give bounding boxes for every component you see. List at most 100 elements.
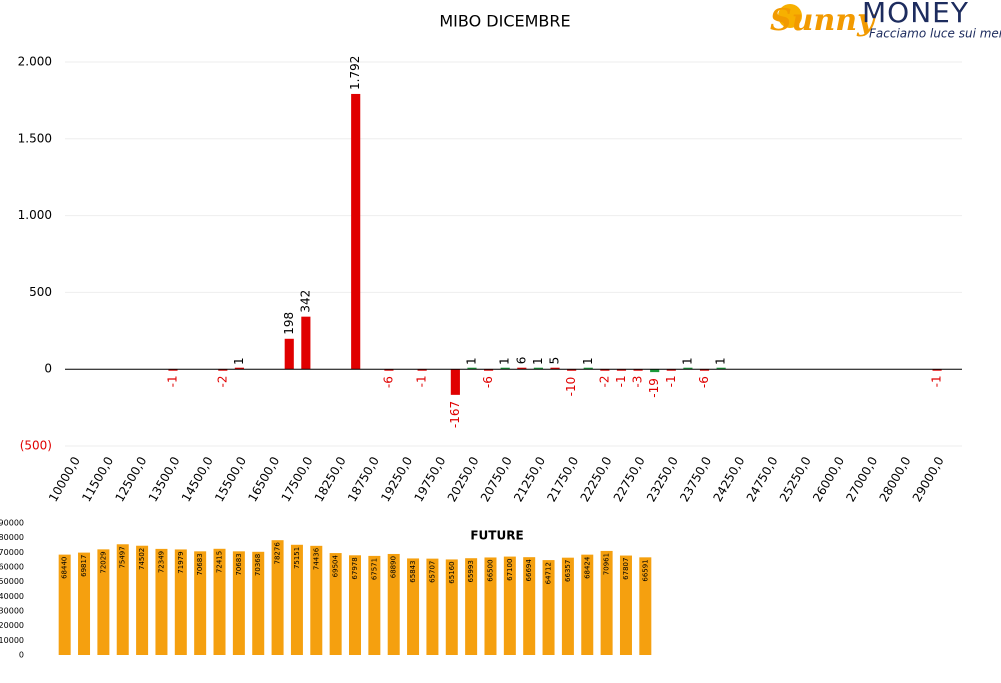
logo-brand: Sunny: [770, 3, 877, 38]
bar: [561, 557, 574, 655]
bar: [290, 544, 303, 655]
bar: [116, 544, 129, 655]
data-label: 74502: [138, 548, 146, 570]
data-label: 1: [680, 357, 694, 365]
x-tick-label: 26000,0: [810, 454, 847, 504]
logo-name: MONEY: [862, 0, 969, 29]
data-label: 1: [581, 357, 595, 365]
y-tick-label: 0: [44, 362, 52, 376]
data-label: 75497: [119, 546, 127, 568]
data-label: -1: [165, 375, 179, 387]
x-tick-label: 13500,0: [146, 454, 183, 504]
x-tick-label: 24750,0: [744, 454, 781, 504]
data-label: 72415: [216, 551, 224, 573]
bar: [387, 553, 400, 655]
bar: [194, 551, 207, 655]
data-label: 71979: [177, 551, 185, 573]
data-label: 65843: [409, 560, 417, 582]
data-label: -1: [664, 375, 678, 387]
bar: [329, 553, 342, 655]
x-tick-label: 17500,0: [279, 454, 316, 504]
data-label: 1: [464, 357, 478, 365]
bar: [484, 369, 494, 371]
bar: [523, 557, 536, 655]
data-label: 68424: [583, 556, 591, 579]
bar: [271, 540, 284, 655]
x-tick-label: 24250,0: [710, 454, 747, 504]
x-tick-label: 23250,0: [644, 454, 681, 504]
data-label: 69817: [80, 555, 88, 577]
data-label: 64712: [545, 562, 553, 584]
bar: [639, 557, 652, 655]
bar: [252, 551, 265, 655]
bar: [616, 369, 627, 371]
x-tick-label: 19250,0: [378, 454, 415, 504]
data-label: 69504: [332, 555, 340, 578]
y-tick-label: 0: [19, 651, 24, 660]
bar: [232, 551, 245, 655]
bar: [168, 369, 178, 371]
bar: [426, 558, 439, 655]
bar: [445, 559, 458, 655]
y-tick-label: 20000: [0, 621, 24, 630]
bar: [650, 369, 660, 373]
data-label: 65707: [428, 561, 436, 583]
x-tick-label: 20250,0: [445, 454, 482, 504]
x-tick-label: 27000,0: [843, 454, 880, 504]
bar: [384, 369, 394, 371]
y-tick-label: 50000: [0, 577, 24, 586]
data-label: -6: [481, 376, 495, 388]
x-tick-label: 29000,0: [910, 454, 947, 504]
logo: Sunny MONEY Facciamo luce sui mercati: [770, 0, 1001, 41]
bar: [465, 558, 478, 655]
data-label: 68890: [390, 556, 398, 578]
bar: [932, 369, 942, 371]
x-tick-label: 14500,0: [179, 454, 216, 504]
bar: [301, 316, 311, 370]
bar: [78, 552, 91, 655]
data-label: 6: [514, 357, 528, 365]
data-label: 70368: [254, 554, 262, 576]
x-tick-label: 21250,0: [511, 454, 548, 504]
data-label: -19: [647, 378, 661, 398]
data-label: 70683: [196, 553, 204, 575]
data-label: 70683: [235, 553, 243, 575]
data-label: 65993: [467, 560, 475, 582]
x-tick-label: 20750,0: [478, 454, 515, 504]
data-label: 78276: [274, 542, 282, 565]
data-label: -2: [215, 376, 229, 388]
data-label: 1: [714, 357, 728, 365]
x-tick-label: 21750,0: [544, 454, 581, 504]
x-tick-label: 12500,0: [112, 454, 149, 504]
bar: [407, 558, 420, 655]
data-label: 5: [548, 357, 562, 365]
data-label: -6: [697, 376, 711, 388]
data-label: 1: [498, 357, 512, 365]
bar: [213, 548, 226, 655]
bar: [503, 556, 516, 655]
data-label: -2: [597, 376, 611, 388]
y-tick-label: 60000: [0, 563, 24, 572]
bar: [450, 369, 460, 395]
data-label: -1: [930, 375, 944, 387]
bar: [533, 367, 543, 370]
data-label: 67571: [370, 558, 378, 580]
bar: [542, 560, 555, 655]
data-label: 66357: [564, 560, 572, 582]
x-tick-label: 16500,0: [245, 454, 282, 504]
data-label: 72029: [99, 551, 107, 573]
logo-sun: [778, 4, 802, 28]
data-label: 70961: [603, 553, 611, 575]
x-tick-label: 25250,0: [777, 454, 814, 504]
bar: [500, 367, 510, 370]
y-tick-label: (500): [20, 439, 52, 453]
y-tick-label: 1.000: [18, 208, 52, 222]
bar: [550, 367, 560, 370]
bar: [218, 369, 228, 371]
data-label: 1: [531, 357, 545, 365]
bar: [699, 369, 710, 371]
bar: [234, 367, 244, 370]
bar: [417, 369, 427, 371]
